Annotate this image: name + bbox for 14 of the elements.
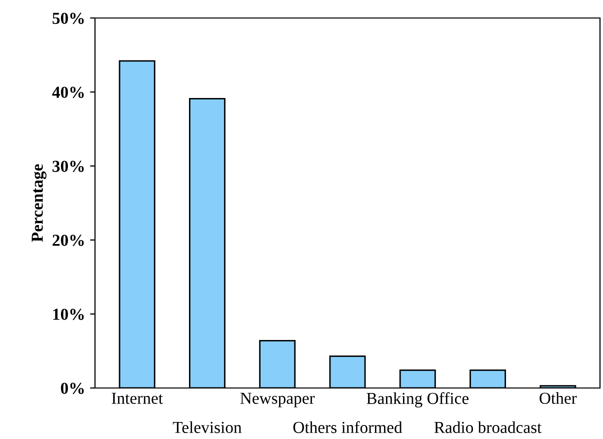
y-tick-label: 30% xyxy=(52,160,84,172)
y-tick-label: 40% xyxy=(52,86,84,98)
y-tick-label: 10% xyxy=(53,308,84,320)
x-tick-label: Internet xyxy=(112,392,163,404)
y-tick-label: 0% xyxy=(60,382,84,394)
x-tick-label: Radio broadcast xyxy=(434,421,542,434)
y-axis-title: Percentage xyxy=(32,164,46,242)
x-tick-label: Other xyxy=(540,392,577,404)
y-tick-label: 50% xyxy=(52,12,84,24)
x-tick-label: Others informed xyxy=(293,421,402,434)
x-tick-label: Television xyxy=(172,421,242,434)
x-tick-label: Newspaper xyxy=(240,392,315,408)
x-tick-label: Banking Office xyxy=(366,392,469,408)
y-tick-label: 20% xyxy=(52,234,84,246)
